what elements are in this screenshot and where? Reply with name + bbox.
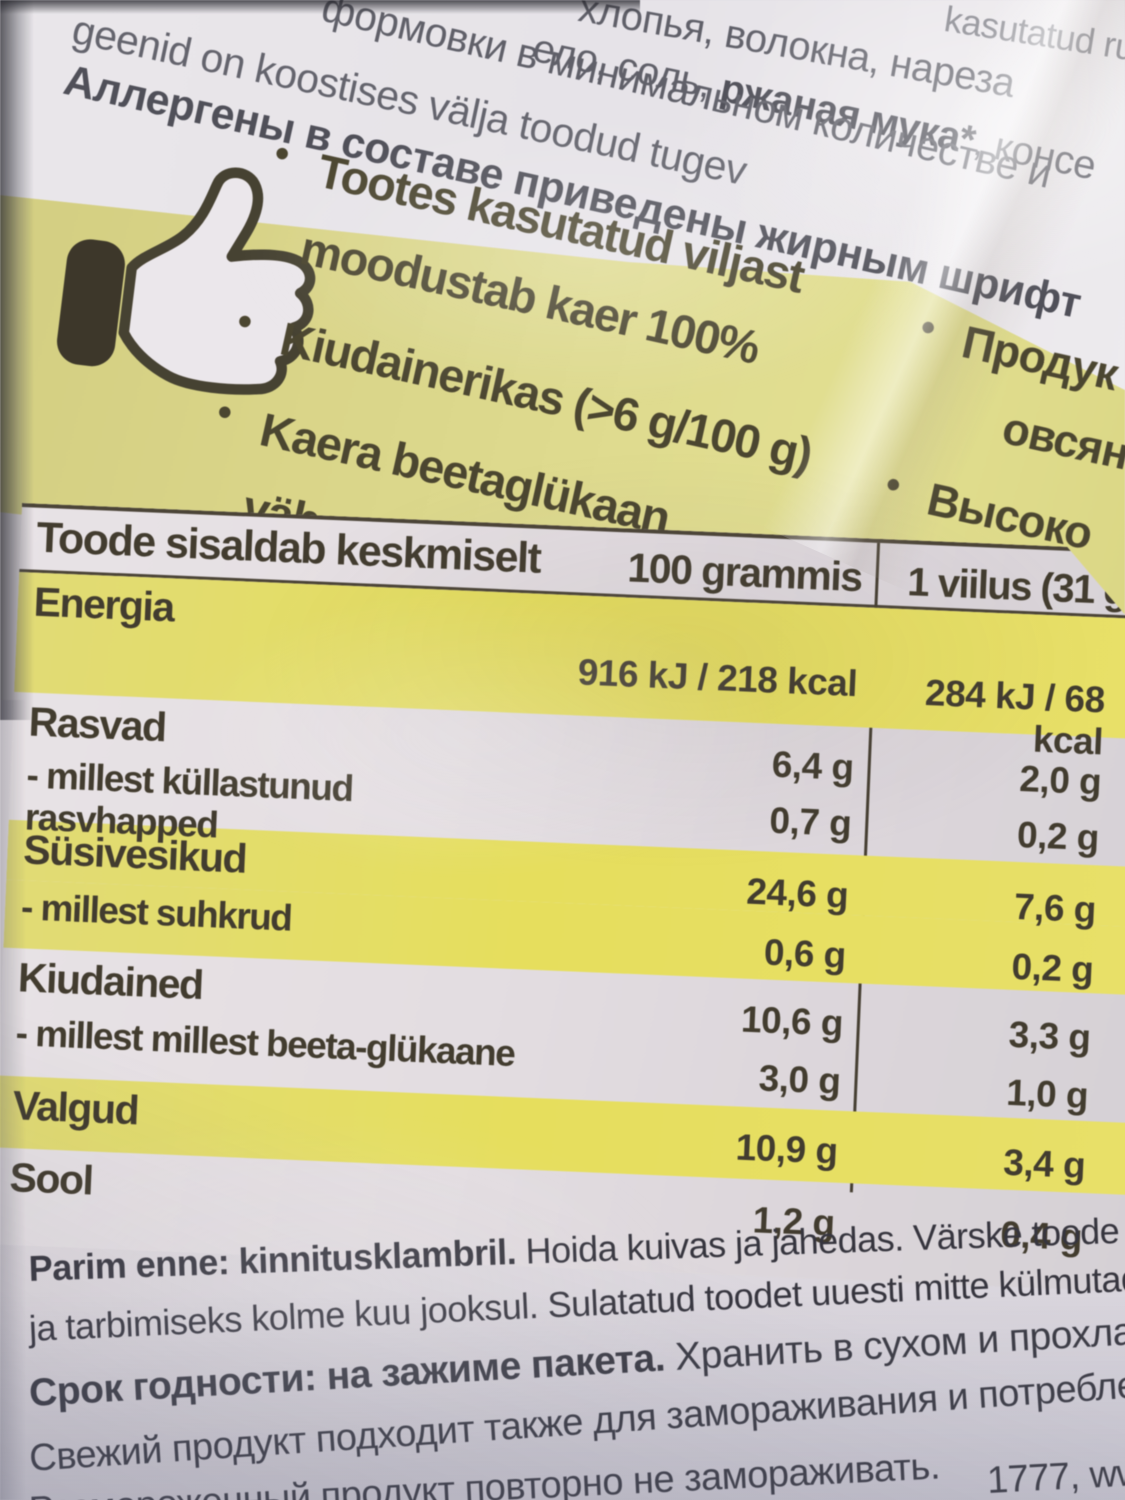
row-value-100g: 0,6 g [763, 931, 847, 976]
package-edge-top [0, 0, 640, 14]
row-value-100g: 10,9 g [734, 1126, 839, 1172]
row-value-slice: 1,0 g [1005, 1071, 1089, 1117]
row-value-100g: 916 kJ / 218 kcal [577, 651, 859, 705]
row-value-slice: 0,2 g [1016, 813, 1100, 859]
row-value-slice: 0,2 g [1010, 945, 1095, 991]
nutrition-table: Toode sisaldab keskmiselt 100 grammis 1 … [0, 503, 1125, 1293]
table-rows: Energia 916 kJ / 218 kcal 284 kJ / 68 kc… [0, 572, 1125, 1261]
row-value-100g: 3,0 g [757, 1057, 842, 1102]
package-edge-left-lower [0, 700, 26, 1500]
row-value-slice: 3,4 g [1002, 1141, 1087, 1187]
contact-fragment: 1777, www.leib [986, 1446, 1125, 1500]
row-value-100g: 0,7 g [768, 799, 853, 844]
package-edge-left [0, 0, 34, 720]
